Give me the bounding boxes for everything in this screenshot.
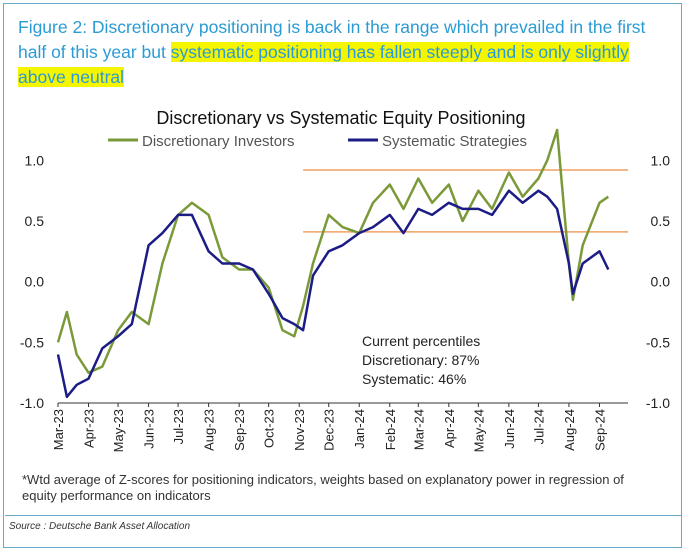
annotation-discretionary: Discretionary: 87% [362, 352, 480, 368]
legend: Discretionary Investors Systematic Strat… [108, 133, 527, 150]
annotation-systematic: Systematic: 46% [362, 371, 466, 387]
y-tick-label-left: -0.5 [20, 334, 44, 350]
x-tick-label: Dec-23 [322, 409, 337, 451]
footnote: *Wtd average of Z-scores for positioning… [22, 472, 624, 503]
y-tick-label-right: 0.5 [651, 213, 671, 229]
x-tick-label: Feb-24 [383, 409, 398, 450]
x-tick-label: May-23 [111, 409, 126, 452]
y-tick-label-left: -1.0 [20, 395, 44, 411]
heading-plain-text: Figure 2: Discretionary positioning is b… [18, 17, 646, 62]
x-tick-label: Nov-23 [292, 409, 307, 451]
y-tick-label-right: 0.0 [651, 274, 671, 290]
x-tick-label: Sep-23 [232, 409, 247, 451]
source-divider [5, 515, 681, 516]
x-tick-label: Aug-24 [562, 409, 577, 451]
systematic-series-line [56, 189, 610, 399]
y-tick-label-right: 1.0 [651, 152, 671, 168]
discretionary-series-line [56, 128, 610, 374]
x-tick-label: Apr-24 [442, 409, 457, 448]
y-tick-label-right: -1.0 [646, 395, 670, 411]
x-tick-label: Jun-23 [142, 409, 157, 449]
x-tick-label: Jan-24 [352, 409, 367, 449]
x-tick-label: Jun-24 [502, 409, 517, 449]
figure-frame [3, 3, 682, 548]
y-tick-label-right: -0.5 [646, 334, 670, 350]
x-tick-label: Oct-23 [262, 409, 277, 448]
y-tick-label-left: 1.0 [25, 152, 45, 168]
source-note: Source : Deutsche Bank Asset Allocation [9, 521, 191, 532]
x-tick-label: Mar-24 [411, 409, 426, 450]
legend-label-discretionary: Discretionary Investors [142, 133, 295, 150]
figure-heading: Figure 2: Discretionary positioning is b… [18, 15, 678, 90]
y-tick-label-left: 0.5 [25, 213, 45, 229]
y-tick-label-left: 0.0 [25, 274, 45, 290]
chart-title: Discretionary vs Systematic Equity Posit… [156, 108, 525, 128]
x-tick-label: Sep-24 [592, 409, 607, 451]
legend-label-systematic: Systematic Strategies [382, 133, 527, 150]
annotation-title: Current percentiles [362, 333, 480, 349]
plot-area: 1.0 1.0 0.5 0.5 0.0 0.0 -0.5 -0.5 -1.0 -1.0 Mar-23… [20, 128, 671, 452]
x-tick-label: May-24 [471, 409, 486, 452]
x-tick-label: Jul-23 [171, 409, 186, 444]
x-tick-label: Mar-23 [51, 409, 66, 450]
x-tick-label: Jul-24 [531, 409, 546, 444]
x-tick-label: Apr-23 [82, 409, 97, 448]
current-percentiles-annotation: Current percentiles Discretionary: 87% S… [362, 333, 480, 387]
x-tick-label: Aug-23 [202, 409, 217, 451]
